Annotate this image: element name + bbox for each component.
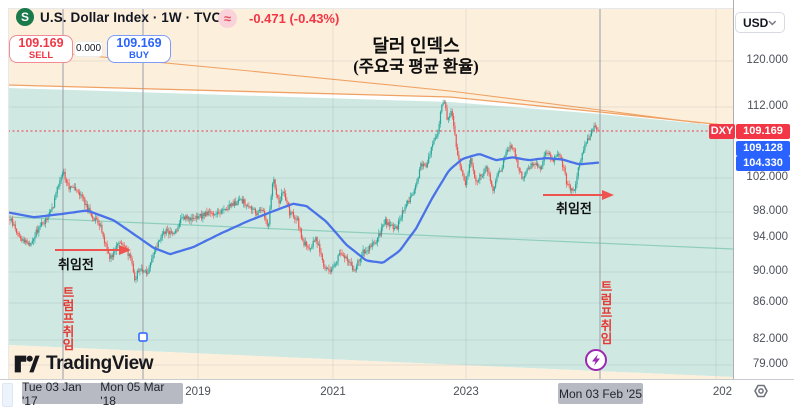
annotation-trump-inauguration-left[interactable]: 트 럼 프 취 임 bbox=[62, 286, 75, 352]
chevron-down-icon bbox=[768, 20, 777, 25]
pane-border bbox=[8, 8, 733, 9]
range-start-date: Tue 03 Jan '17 bbox=[22, 379, 82, 408]
chart-title-line1: 달러 인덱스 bbox=[372, 36, 460, 56]
sell-price: 109.169 bbox=[18, 36, 64, 51]
chart-pane[interactable] bbox=[0, 0, 733, 379]
year-label: 202 bbox=[712, 386, 732, 398]
annotation-trump-inauguration-right[interactable]: 트 럼 프 취 임 bbox=[600, 280, 613, 346]
price-tick-label: 82.000 bbox=[752, 333, 788, 345]
ma-fast-value-label: 109.128 bbox=[736, 140, 790, 156]
symbol-title[interactable]: U.S. Dollar Index · 1W · TVC bbox=[40, 10, 222, 25]
annotation-pre-inauguration-left[interactable]: 취임전 bbox=[58, 257, 94, 272]
date-range-box: Mon 03 Feb '25 bbox=[558, 383, 643, 404]
tradingview-logo-text: TradingView bbox=[46, 353, 154, 374]
price-tick-label: 90.000 bbox=[752, 265, 788, 277]
scale-settings-icon[interactable] bbox=[747, 378, 775, 404]
chart-title-line2: (주요국 평균 환율) bbox=[353, 57, 479, 76]
sell-label: SELL bbox=[28, 49, 54, 61]
currency-label: USD bbox=[743, 15, 769, 30]
buy-label: BUY bbox=[128, 49, 150, 61]
tradingview-logo-icon bbox=[14, 355, 40, 373]
annotation-pre-inauguration-right[interactable]: 취임전 bbox=[556, 201, 592, 216]
symbol-source-icon[interactable]: S bbox=[16, 8, 34, 26]
range-mid-date: Mon 05 Mar '18 bbox=[100, 379, 165, 408]
chart-canvas[interactable] bbox=[0, 0, 733, 379]
event-marker-lightning-icon[interactable] bbox=[585, 349, 607, 371]
time-axis[interactable]: Tue 03 Jan '17 Mon 05 Mar '18 Mon 03 Feb… bbox=[0, 379, 794, 414]
grid-lines bbox=[8, 8, 733, 379]
price-axis[interactable]: 120.000 112.000 102.000 98.000 94.000 90.000 8… bbox=[733, 0, 794, 379]
year-label: 2019 bbox=[185, 386, 211, 398]
price-change-text: -0.471 (-0.43%) bbox=[249, 11, 340, 26]
year-label: 2021 bbox=[320, 386, 346, 398]
range-end-date: Mon 03 Feb '25 bbox=[558, 386, 642, 401]
moving-average-line[interactable] bbox=[8, 153, 600, 264]
last-price-label: 109.169 bbox=[736, 124, 790, 139]
symbol-price-tag: DXY bbox=[709, 124, 735, 139]
ma-slow-value-label: 104.330 bbox=[736, 156, 790, 171]
chart-title-annotation[interactable]: 달러 인덱스 (주요국 평균 환율) bbox=[298, 36, 534, 77]
approx-data-badge-icon[interactable]: ≈ bbox=[218, 9, 237, 28]
vertical-line-drawings[interactable] bbox=[62, 8, 601, 379]
price-tick-label: 112.000 bbox=[747, 100, 788, 112]
tradingview-logo[interactable]: TradingView bbox=[14, 352, 154, 376]
trend-channel-bands[interactable] bbox=[7, 8, 733, 379]
spread-value: 0.000 bbox=[75, 42, 102, 56]
price-tick-label: 98.000 bbox=[752, 205, 788, 217]
year-label: 2023 bbox=[453, 386, 479, 398]
pane-border bbox=[8, 8, 9, 379]
drawing-anchor-handle[interactable] bbox=[138, 332, 148, 342]
price-tick-label: 94.000 bbox=[752, 231, 788, 243]
price-tick-label: 79.000 bbox=[752, 358, 788, 370]
arrow-drawings[interactable] bbox=[55, 190, 614, 255]
sell-button[interactable]: 109.169 SELL bbox=[9, 35, 73, 63]
candlestick-series bbox=[9, 99, 599, 284]
axis-corner-chip bbox=[2, 383, 13, 407]
price-tick-label: 102.000 bbox=[746, 171, 788, 183]
buy-button[interactable]: 109.169 BUY bbox=[107, 35, 171, 63]
price-tick-label: 86.000 bbox=[752, 296, 788, 308]
date-range-box: Tue 03 Jan '17 Mon 05 Mar '18 bbox=[22, 380, 183, 408]
buy-price: 109.169 bbox=[116, 36, 162, 51]
price-tick-label: 120.000 bbox=[746, 54, 788, 66]
currency-selector-button[interactable]: USD bbox=[735, 12, 785, 33]
